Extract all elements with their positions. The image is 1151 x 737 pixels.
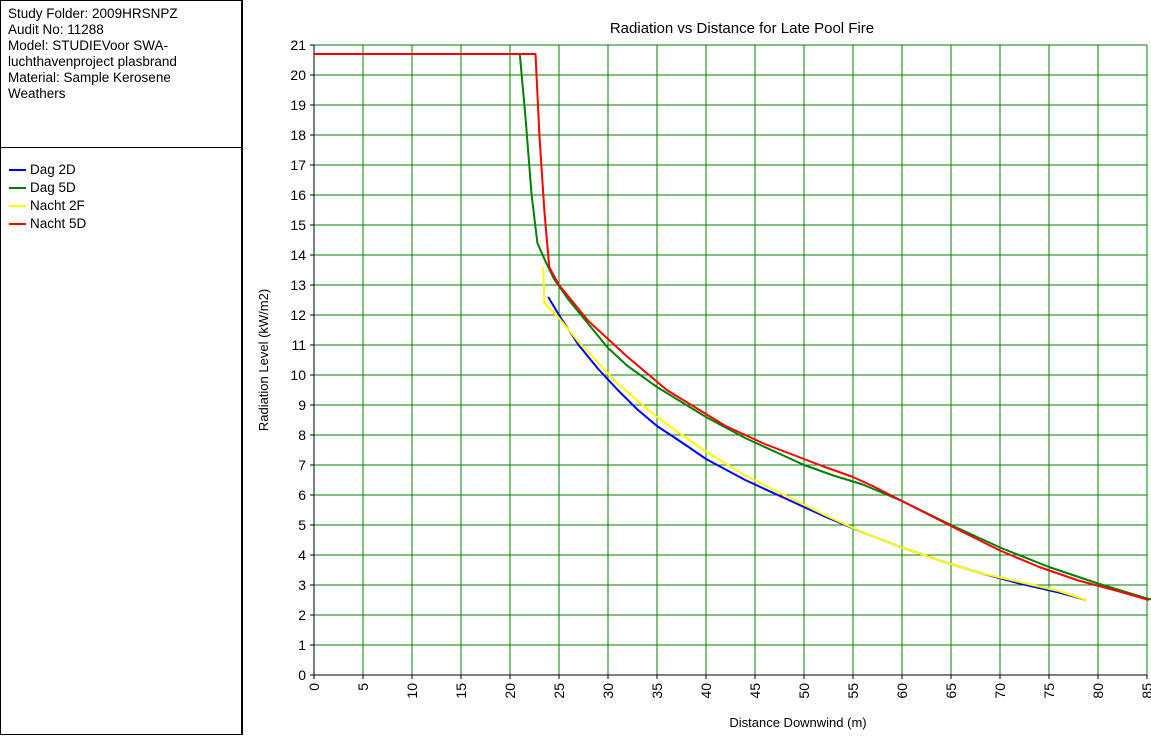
legend-item-nacht-2f[interactable]: Nacht 2F <box>9 197 86 215</box>
weathers-line: Weathers <box>8 86 66 101</box>
legend-label-dag-5d: Dag 5D <box>30 180 76 195</box>
y-tick-label: 19 <box>290 97 306 113</box>
x-tick-label: 15 <box>453 683 469 699</box>
y-tick-label: 15 <box>290 217 306 233</box>
x-tick-label: 80 <box>1090 683 1106 699</box>
y-tick-label: 6 <box>298 487 306 503</box>
y-tick-label: 17 <box>290 157 306 173</box>
x-tick-label: 20 <box>502 683 518 699</box>
radiation-chart: Radiation vs Distance for Late Pool Fire… <box>244 0 1151 737</box>
grid <box>314 44 1148 675</box>
x-axis-label: Distance Downwind (m) <box>729 715 866 730</box>
x-tick-label: 50 <box>796 683 812 699</box>
x-tick-label: 30 <box>600 683 616 699</box>
x-tick-label: 85 <box>1139 683 1151 699</box>
legend-label-dag-2d: Dag 2D <box>30 162 76 177</box>
legend: Dag 2D Dag 5D Nacht 2F Nacht 5D <box>9 161 86 233</box>
x-tick-label: 60 <box>894 683 910 699</box>
chart-title: Radiation vs Distance for Late Pool Fire <box>610 20 874 37</box>
y-axis-label: Radiation Level (kW/m2) <box>256 289 271 431</box>
x-tick-label: 35 <box>649 683 665 699</box>
y-tick-label: 4 <box>298 547 306 563</box>
y-tick-label: 3 <box>298 577 306 593</box>
model-line: Model: STUDIEVoor SWA- <box>8 38 169 53</box>
legend-item-dag-5d[interactable]: Dag 5D <box>9 179 86 197</box>
series-line-nacht-5d <box>314 53 1150 601</box>
x-tick-label: 10 <box>404 683 420 699</box>
x-tick-label: 5 <box>355 683 371 691</box>
legend-label-nacht-2f: Nacht 2F <box>30 198 85 213</box>
x-tick-label: 65 <box>943 683 959 699</box>
y-tick-label: 18 <box>290 127 306 143</box>
study-info-box: Study Folder: 2009HRSNPZ Audit No: 11288… <box>1 1 242 148</box>
left-panel: Study Folder: 2009HRSNPZ Audit No: 11288… <box>0 0 243 735</box>
y-tick-label: 21 <box>290 37 306 53</box>
study-folder-line: Study Folder: 2009HRSNPZ <box>8 6 178 21</box>
y-tick-label: 8 <box>298 427 306 443</box>
model-line-continued: luchthavenproject plasbrand <box>8 54 177 69</box>
legend-swatch-nacht-2f <box>9 205 26 207</box>
y-tick-label: 9 <box>298 397 306 413</box>
y-tick-label: 10 <box>290 367 306 383</box>
y-tick-label: 5 <box>298 517 306 533</box>
y-tick-label: 14 <box>290 247 306 263</box>
x-tick-label: 45 <box>747 683 763 699</box>
y-tick-label: 1 <box>298 637 306 653</box>
y-tick-label: 13 <box>290 277 306 293</box>
y-tick-label: 0 <box>298 667 306 683</box>
legend-swatch-dag-5d <box>9 187 26 189</box>
legend-item-dag-2d[interactable]: Dag 2D <box>9 161 86 179</box>
x-tick-label: 70 <box>992 683 1008 699</box>
legend-swatch-nacht-5d <box>9 223 26 225</box>
audit-no-line: Audit No: 11288 <box>8 22 104 37</box>
x-tick-label: 25 <box>551 683 567 699</box>
x-tick-label: 55 <box>845 683 861 699</box>
y-tick-label: 11 <box>291 337 306 353</box>
x-tick-labels: 0 5 10 15 20 25 30 35 40 45 50 55 60 65 70 75 80 85 <box>306 683 1151 699</box>
y-tick-label: 12 <box>290 307 306 323</box>
x-tick-label: 0 <box>306 683 322 691</box>
y-tick-label: 20 <box>290 67 306 83</box>
chart-background <box>244 0 1151 737</box>
x-tick-label: 40 <box>698 683 714 699</box>
series-line-dag-5d <box>314 53 1151 601</box>
series-line-nacht-2f <box>542 266 1087 601</box>
y-tick-label: 2 <box>298 607 306 623</box>
series-lines <box>314 53 1151 601</box>
axes <box>310 44 1148 679</box>
legend-label-nacht-5d: Nacht 5D <box>30 216 87 231</box>
y-tick-label: 16 <box>290 187 306 203</box>
legend-item-nacht-5d[interactable]: Nacht 5D <box>9 215 86 233</box>
x-tick-label: 75 <box>1041 683 1057 699</box>
y-tick-label: 7 <box>298 457 306 473</box>
material-line: Material: Sample Kerosene <box>8 70 171 85</box>
legend-swatch-dag-2d <box>9 169 26 171</box>
